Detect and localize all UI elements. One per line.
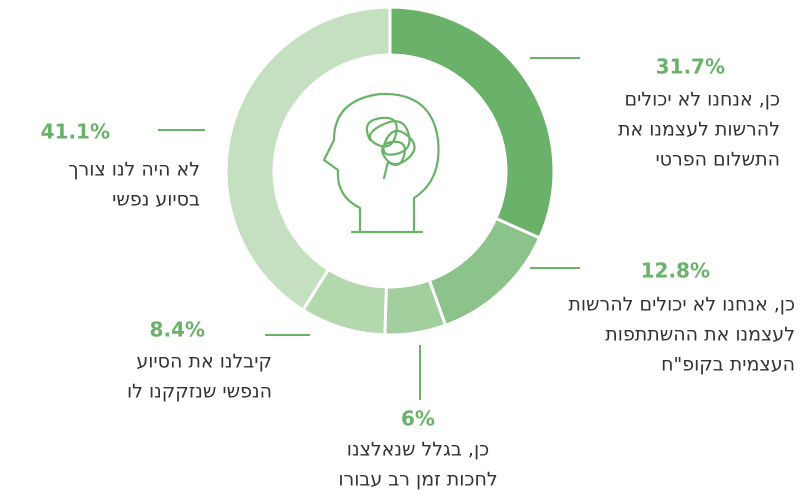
value-label: 31.7% [656, 55, 725, 79]
category-label: בסיוע נפשי [112, 189, 200, 211]
head-icon [322, 92, 440, 234]
slice [427, 216, 542, 328]
value-label: 41.1% [41, 120, 110, 144]
category-label: כן, אנחנו לא יכולים להרשות [568, 294, 795, 316]
slice [388, 5, 556, 241]
category-label: העצמית בקופ"ח [661, 354, 795, 376]
category-label: לא היה לנו צורך [68, 159, 200, 181]
category-label: לעצמנו את ההשתתפות [605, 324, 795, 346]
category-label: קיבלנו את הסיוע [136, 351, 272, 373]
category-label: כן, בגלל שנאלצנו [347, 439, 489, 461]
category-label: הנפשי שנזקקנו לו [127, 381, 272, 403]
value-label: 8.4% [150, 318, 205, 342]
value-label: 12.8% [641, 259, 710, 283]
category-label: לחכות זמן רב עבורו [338, 469, 497, 491]
category-label: להרשות לעצמנו את [618, 119, 780, 141]
category-label: כן, אנחנו לא יכולים [624, 89, 780, 111]
category-label: התשלום הפרטי [655, 149, 780, 171]
value-label: 6% [401, 407, 435, 431]
slice [224, 5, 392, 313]
